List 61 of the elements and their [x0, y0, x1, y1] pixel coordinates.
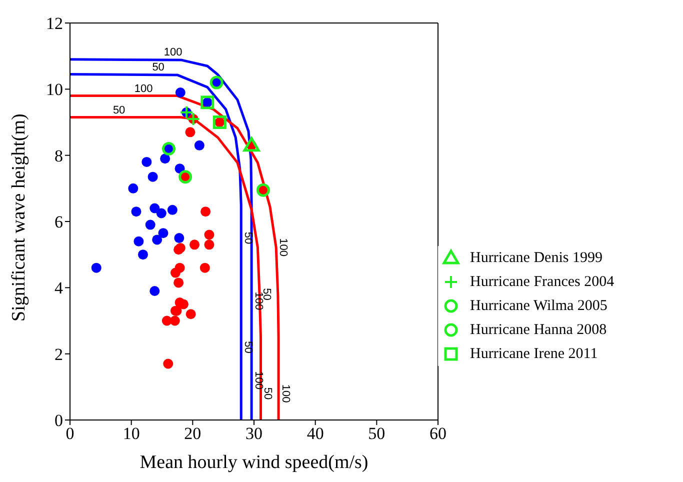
point — [194, 140, 204, 150]
annotation: 50 — [242, 232, 254, 244]
point — [134, 236, 144, 246]
point — [163, 358, 174, 369]
x-tick-label: 60 — [430, 424, 446, 444]
point — [200, 206, 211, 217]
annotation: 100 — [164, 46, 182, 59]
annotation: 100 — [134, 82, 153, 95]
x-tick-label: 30 — [246, 424, 262, 444]
y-tick-label: 10 — [46, 80, 63, 100]
point — [204, 240, 214, 250]
annotation: 100 — [252, 371, 265, 390]
y-tick-label: 2 — [54, 344, 63, 364]
point — [167, 204, 178, 215]
legend-label: Hurricane Wilma 2005 — [470, 298, 608, 314]
point — [150, 203, 160, 214]
annotation: 50 — [262, 387, 274, 400]
annotation: 100 — [277, 238, 290, 256]
point — [175, 87, 186, 98]
point — [174, 278, 184, 288]
annotation: 50 — [152, 62, 164, 74]
legend-label: Hurricane Hanna 2008 — [470, 322, 607, 338]
y-axis-title: Significant wave height(m) — [8, 114, 30, 322]
legend-label: Hurricane Frances 2004 — [470, 274, 614, 290]
point — [200, 262, 210, 273]
point — [156, 208, 166, 218]
annotation: 50 — [112, 104, 126, 116]
annotation: 100 — [252, 292, 265, 310]
x-tick-label: 40 — [306, 424, 324, 444]
point — [185, 127, 196, 138]
point — [170, 316, 180, 326]
point — [174, 233, 184, 244]
point — [186, 309, 196, 320]
point — [142, 156, 152, 167]
legend-label: Hurricane Denis 1999 — [470, 250, 602, 266]
point — [138, 250, 148, 260]
point — [145, 220, 156, 230]
annotation: 50 — [242, 341, 254, 354]
x-tick-label: 20 — [184, 424, 202, 444]
point — [243, 137, 260, 152]
point — [150, 286, 160, 296]
y-tick-label: 12 — [46, 14, 63, 34]
point — [170, 268, 180, 278]
point — [91, 262, 102, 273]
point — [160, 154, 170, 164]
point — [128, 183, 138, 194]
x-tick-label: 50 — [368, 424, 386, 444]
x-tick-label: 10 — [122, 424, 140, 444]
point — [148, 172, 158, 182]
point — [190, 240, 200, 250]
point — [204, 230, 214, 240]
point — [158, 228, 168, 238]
y-tick-label: 6 — [54, 212, 63, 232]
y-tick-label: 4 — [54, 278, 64, 298]
y-tick-label: 8 — [54, 146, 63, 166]
legend-label: Hurricane Irene 2011 — [470, 346, 598, 362]
x-axis-title: Mean hourly wind speed(m/s) — [140, 452, 368, 473]
annotation: 100 — [280, 384, 292, 403]
y-tick-label: 0 — [54, 411, 63, 430]
point — [131, 206, 142, 217]
point — [152, 234, 162, 245]
